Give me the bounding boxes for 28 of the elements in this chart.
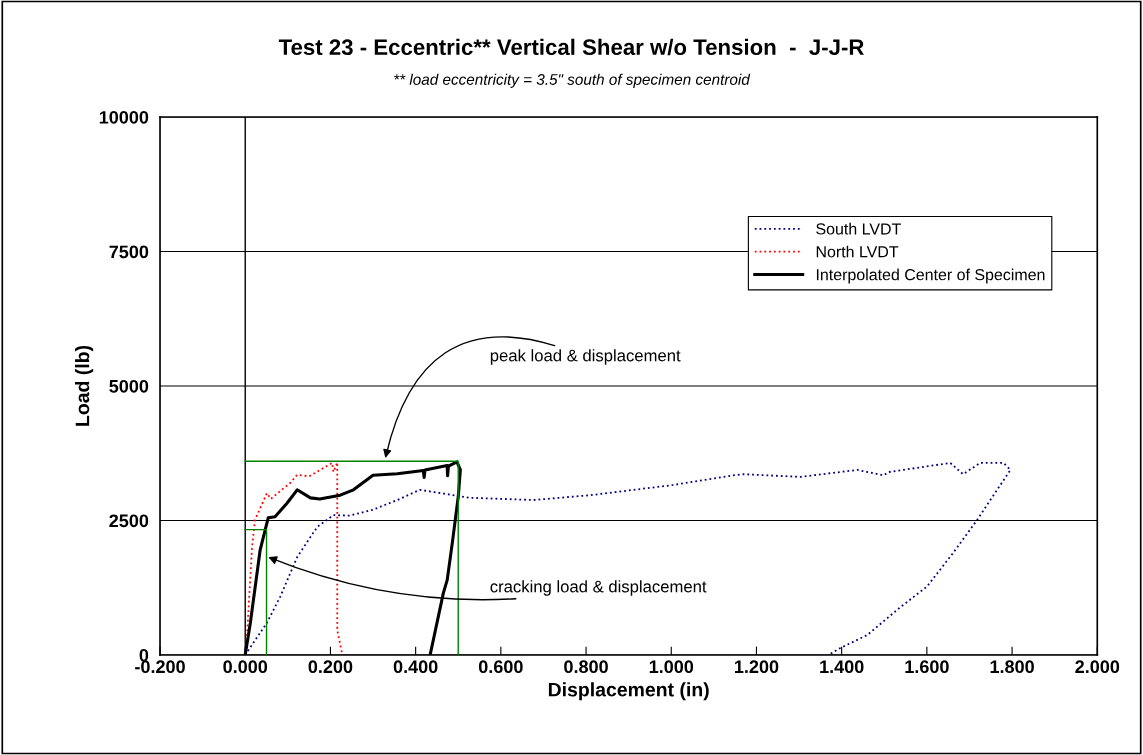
legend-label: Interpolated Center of Specimen	[816, 268, 1045, 284]
legend-label: North LVDT	[816, 245, 899, 258]
annotation: peak load & displacement	[490, 349, 681, 365]
x-tick-label: 0.200	[308, 660, 353, 674]
x-axis-title: Displacement (in)	[548, 682, 709, 701]
line-series	[244, 462, 1012, 655]
x-tick-label: 2.000	[1075, 660, 1120, 674]
x-tick-label: 1.400	[820, 660, 864, 674]
chart-subtitle: ** load eccentricity = 3.5" south of specimen centroid	[394, 73, 751, 88]
y-tick-label: 2500	[109, 514, 149, 528]
x-tick-label: 1.800	[990, 660, 1034, 674]
x-tick-label: 0.000	[223, 660, 268, 674]
x-tick-label: 1.600	[905, 660, 949, 674]
y-tick-label: 10000	[99, 110, 149, 124]
x-tick-label: 0.800	[564, 660, 608, 674]
x-tick-label: 1.000	[649, 660, 694, 674]
y-tick-label: 5000	[109, 379, 149, 393]
x-tick-label: 0.600	[478, 660, 523, 674]
x-tick-label: 0.400	[393, 660, 438, 674]
line-series	[244, 461, 344, 655]
y-tick-label: 7500	[109, 245, 149, 259]
y-axis-title: Load (lb)	[75, 345, 94, 426]
x-tick-label: -0.200	[135, 660, 185, 674]
chart-title: Test 23 - Eccentric** Vertical Shear w/o Tension - J-J-R	[278, 38, 864, 56]
x-tick-label: 1.200	[735, 660, 779, 674]
annotation: cracking load & displacement	[490, 580, 707, 596]
y-tick-label: 0	[139, 648, 149, 662]
legend-label: South LVDT	[816, 222, 901, 235]
